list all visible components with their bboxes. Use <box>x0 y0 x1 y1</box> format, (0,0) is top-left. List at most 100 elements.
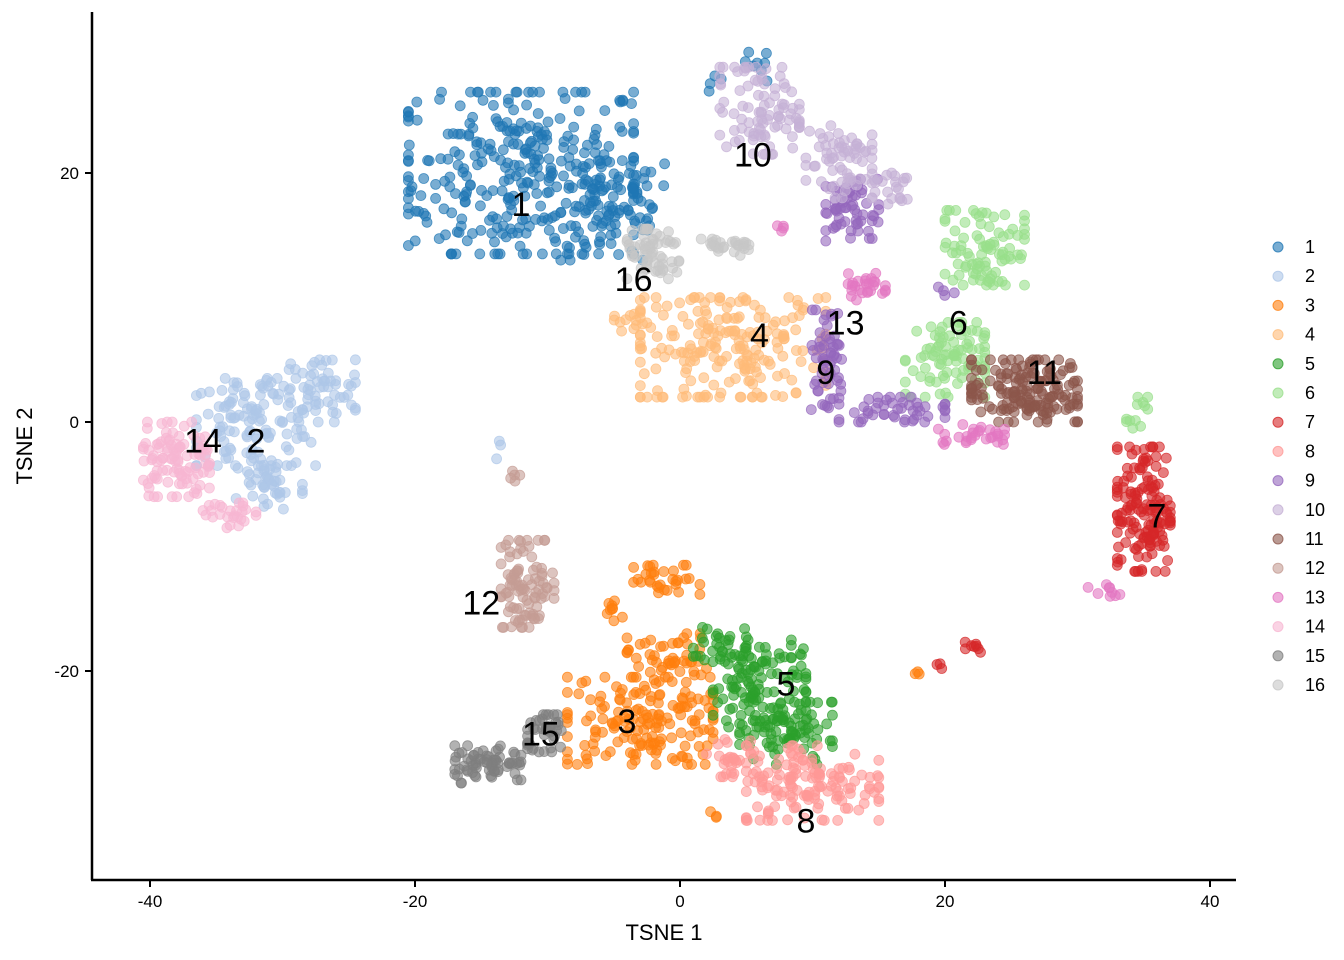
data-point <box>497 121 509 132</box>
data-point <box>939 268 951 280</box>
data-point <box>711 361 723 373</box>
data-point <box>209 498 221 510</box>
data-point <box>769 121 781 133</box>
data-point <box>689 669 700 681</box>
data-point <box>220 445 232 457</box>
data-point <box>477 94 489 106</box>
data-point <box>1082 582 1094 593</box>
data-point <box>740 692 751 704</box>
data-point <box>270 466 282 478</box>
data-point <box>562 753 573 765</box>
data-point <box>517 546 529 557</box>
cluster-label-15: 15 <box>522 715 560 753</box>
data-point <box>511 774 523 786</box>
data-point <box>621 632 633 644</box>
cluster-label-4: 4 <box>750 317 769 355</box>
data-point <box>697 622 708 633</box>
data-point <box>966 394 977 406</box>
data-point <box>1130 566 1141 577</box>
data-point <box>849 775 861 787</box>
data-point <box>187 473 199 485</box>
cluster-label-13: 13 <box>827 304 865 342</box>
data-point <box>872 216 884 228</box>
data-point <box>1035 376 1047 388</box>
data-point <box>628 689 640 700</box>
data-point <box>453 763 465 775</box>
data-point <box>736 654 747 666</box>
data-point <box>713 683 725 694</box>
data-point <box>968 423 979 435</box>
data-point <box>237 500 249 512</box>
data-point <box>1150 460 1162 472</box>
cluster-13-points <box>772 220 1126 602</box>
legend-swatch <box>1272 591 1284 603</box>
data-point <box>529 153 540 165</box>
data-point <box>164 434 175 446</box>
data-point <box>654 689 666 700</box>
legend-swatch <box>1272 621 1284 633</box>
data-point <box>704 78 716 89</box>
data-point <box>960 437 972 449</box>
data-point <box>804 696 816 708</box>
data-point <box>821 718 833 730</box>
data-point <box>978 333 990 344</box>
data-point <box>571 759 583 770</box>
data-point <box>771 763 782 774</box>
data-point <box>418 173 430 184</box>
legend-item-7: 7 <box>1272 412 1315 432</box>
data-point <box>948 287 960 299</box>
data-point <box>866 233 878 244</box>
data-point <box>538 142 549 154</box>
data-point <box>449 146 461 158</box>
data-point <box>941 204 953 216</box>
data-point <box>246 444 258 456</box>
data-point <box>866 129 878 141</box>
data-point <box>628 562 639 573</box>
data-point <box>450 248 462 260</box>
data-point <box>692 693 704 705</box>
x-tick-label: -20 <box>403 892 428 911</box>
data-point <box>820 198 832 210</box>
data-point <box>1148 528 1160 540</box>
data-point <box>621 726 633 737</box>
data-point <box>1120 492 1131 503</box>
data-point <box>461 235 473 247</box>
data-point <box>186 416 198 428</box>
data-point <box>804 125 815 137</box>
data-point <box>612 715 624 726</box>
data-point <box>515 536 526 547</box>
cluster-5-points <box>687 622 838 770</box>
data-point <box>421 216 433 228</box>
data-point <box>634 380 646 392</box>
data-point <box>517 248 529 260</box>
data-point <box>660 237 672 249</box>
data-point <box>1017 360 1028 372</box>
data-point <box>791 669 803 681</box>
data-point <box>596 703 608 715</box>
data-point <box>957 279 969 291</box>
data-point <box>456 213 468 225</box>
data-point <box>975 406 987 418</box>
data-point <box>938 285 949 297</box>
data-point <box>936 337 947 349</box>
data-point <box>833 771 845 782</box>
data-point <box>659 351 670 363</box>
data-point <box>968 641 980 652</box>
data-point <box>650 759 662 770</box>
data-point <box>705 292 716 303</box>
data-point <box>812 385 824 397</box>
data-point <box>250 431 262 443</box>
data-point <box>976 364 988 376</box>
data-point <box>754 641 765 653</box>
data-point <box>854 173 866 185</box>
data-point <box>729 61 740 73</box>
data-point <box>162 476 174 488</box>
data-point <box>773 111 784 122</box>
data-point <box>940 435 952 447</box>
x-tick-label: -40 <box>138 892 163 911</box>
data-point <box>949 240 960 252</box>
data-point <box>521 176 533 188</box>
data-point <box>729 325 741 337</box>
data-point <box>953 316 965 328</box>
data-point <box>1113 541 1124 553</box>
